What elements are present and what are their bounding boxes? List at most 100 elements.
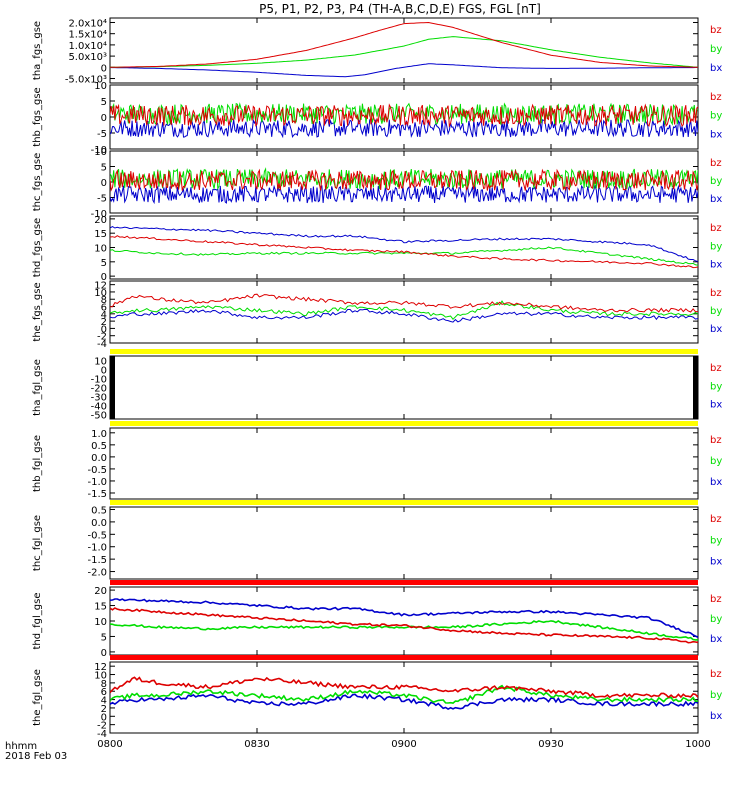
- y-tick-label: 10: [94, 671, 107, 682]
- series-by: [110, 684, 698, 704]
- y-axis-label: the_fgl_gse: [32, 669, 43, 726]
- legend-by: by: [710, 111, 722, 122]
- panel-frame: [109, 427, 699, 500]
- y-axis-label: the_fgs_gse: [32, 282, 43, 341]
- series-bx: [110, 226, 698, 262]
- legend-bx: bx: [710, 477, 722, 488]
- data-flag-bar: [110, 580, 698, 585]
- panel-thc_fgs_gse: 10 5 0 -5 -10 thc_fgs_gse bz by bx: [32, 147, 722, 220]
- y-tick-label: -30: [91, 393, 107, 404]
- series-bx: [110, 118, 698, 139]
- y-tick-label: 2.0x10⁴: [68, 18, 107, 29]
- x-tick-label: 1000: [685, 739, 710, 750]
- y-tick-label: 0.5: [91, 441, 107, 452]
- y-tick-label: -40: [91, 402, 107, 413]
- y-tick-label: 1.5x10⁴: [68, 30, 107, 41]
- legend-bz: bz: [710, 669, 722, 680]
- legend-bx: bx: [710, 63, 722, 74]
- x-tick-label: 0900: [391, 739, 416, 750]
- data-flag-bar: [110, 421, 698, 426]
- y-tick-label: -5: [97, 194, 107, 205]
- y-tick-label: 0.0: [91, 518, 107, 529]
- y-tick-label: 5.0x10³: [68, 52, 107, 63]
- y-tick-label: 6: [101, 687, 107, 698]
- series-bz: [110, 235, 698, 269]
- y-axis-label: thd_fgs_gse: [32, 218, 43, 277]
- y-tick-label: -10: [91, 375, 107, 386]
- legend-by: by: [710, 176, 722, 187]
- y-axis-label: thb_fgl_gse: [32, 435, 43, 492]
- series-bz: [110, 607, 698, 644]
- y-tick-label: 6: [101, 303, 107, 314]
- panel-tha_fgl_gse: 100-10-20-30-40-50 tha_fgl_gse bz by bx: [32, 349, 722, 422]
- y-tick-label: 5: [101, 163, 107, 174]
- series-bz: [110, 293, 698, 313]
- y-tick-label: 12: [94, 281, 107, 292]
- panel-thb_fgs_gse: 10 5 0 -5 -10 thb_fgs_gse bz by bx: [32, 81, 722, 156]
- y-tick-label: -20: [91, 384, 107, 395]
- series-bx: [110, 693, 698, 711]
- y-tick-label: -1.0: [87, 543, 107, 554]
- y-tick-label: -2: [97, 721, 107, 732]
- y-tick-label: 0: [101, 648, 107, 659]
- series-bz: [110, 21, 698, 68]
- y-tick-label: -50: [91, 411, 107, 422]
- y-tick-label: 10: [94, 244, 107, 255]
- edge-data-strip: [693, 356, 698, 419]
- legend-bx: bx: [710, 557, 722, 568]
- y-tick-label: 10: [94, 147, 107, 158]
- data-flag-bar: [110, 655, 698, 660]
- y-tick-label: -4: [97, 729, 107, 740]
- legend-by: by: [710, 306, 722, 317]
- y-tick-label: 0: [101, 272, 107, 283]
- legend-by: by: [710, 456, 722, 467]
- y-axis-label: thd_fgl_gse: [32, 593, 43, 650]
- legend-bz: bz: [710, 435, 722, 446]
- y-tick-label: 20: [94, 586, 107, 597]
- x-tick-label: 0930: [538, 739, 563, 750]
- legend-by: by: [710, 44, 722, 55]
- y-tick-label: 2: [101, 317, 107, 328]
- x-tick-label: 0830: [244, 739, 269, 750]
- legend-by: by: [710, 535, 722, 546]
- edge-data-strip: [110, 356, 115, 419]
- legend-by: by: [710, 690, 722, 701]
- chart-title: P5, P1, P2, P3, P4 (TH-A,B,C,D,E) FGS, F…: [259, 2, 541, 16]
- y-tick-label: -1.5: [87, 555, 107, 566]
- panel-thb_fgl_gse: 1.00.50.0-0.5-1.0-1.5 thb_fgl_gse bz by bx: [32, 421, 722, 500]
- panel-thc_fgl_gse: 0.5 0.0-0.5 -1.0-1.5 -2.0 thc_fgl_gse bz by bx: [32, 500, 722, 580]
- panel-frame: [109, 506, 699, 580]
- y-tick-label: 4: [101, 696, 107, 707]
- series-bx: [110, 598, 698, 639]
- y-tick-label: -5.0x10³: [65, 75, 107, 86]
- series-by: [110, 620, 698, 641]
- legend-by: by: [710, 381, 722, 392]
- y-axis-label: thc_fgs_gse: [32, 153, 43, 212]
- legend-bz: bz: [710, 594, 722, 605]
- y-tick-label: -0.5: [87, 465, 107, 476]
- panel-frame: [109, 355, 699, 420]
- panel-frame: [109, 586, 699, 656]
- x-axis-label: hhmm: [5, 741, 37, 752]
- legend-bz: bz: [710, 92, 722, 103]
- series-bz: [110, 676, 698, 699]
- x-tick-label: 0800: [97, 739, 122, 750]
- panel-frame: [109, 17, 699, 84]
- panel-frame: [109, 215, 699, 280]
- y-tick-label: 10: [94, 81, 107, 92]
- y-tick-label: 10: [94, 357, 107, 368]
- y-tick-label: -10: [91, 209, 107, 220]
- legend-bx: bx: [710, 400, 722, 411]
- y-tick-label: -4: [97, 339, 107, 350]
- y-tick-label: -5: [97, 129, 107, 140]
- series-bx: [110, 308, 698, 323]
- y-tick-label: 4: [101, 310, 107, 321]
- series-by: [110, 300, 698, 320]
- y-tick-label: -0.5: [87, 530, 107, 541]
- series-by: [110, 36, 698, 68]
- legend-bx: bx: [710, 129, 722, 140]
- y-tick-label: 0.5: [91, 505, 107, 516]
- y-tick-label: 10: [94, 288, 107, 299]
